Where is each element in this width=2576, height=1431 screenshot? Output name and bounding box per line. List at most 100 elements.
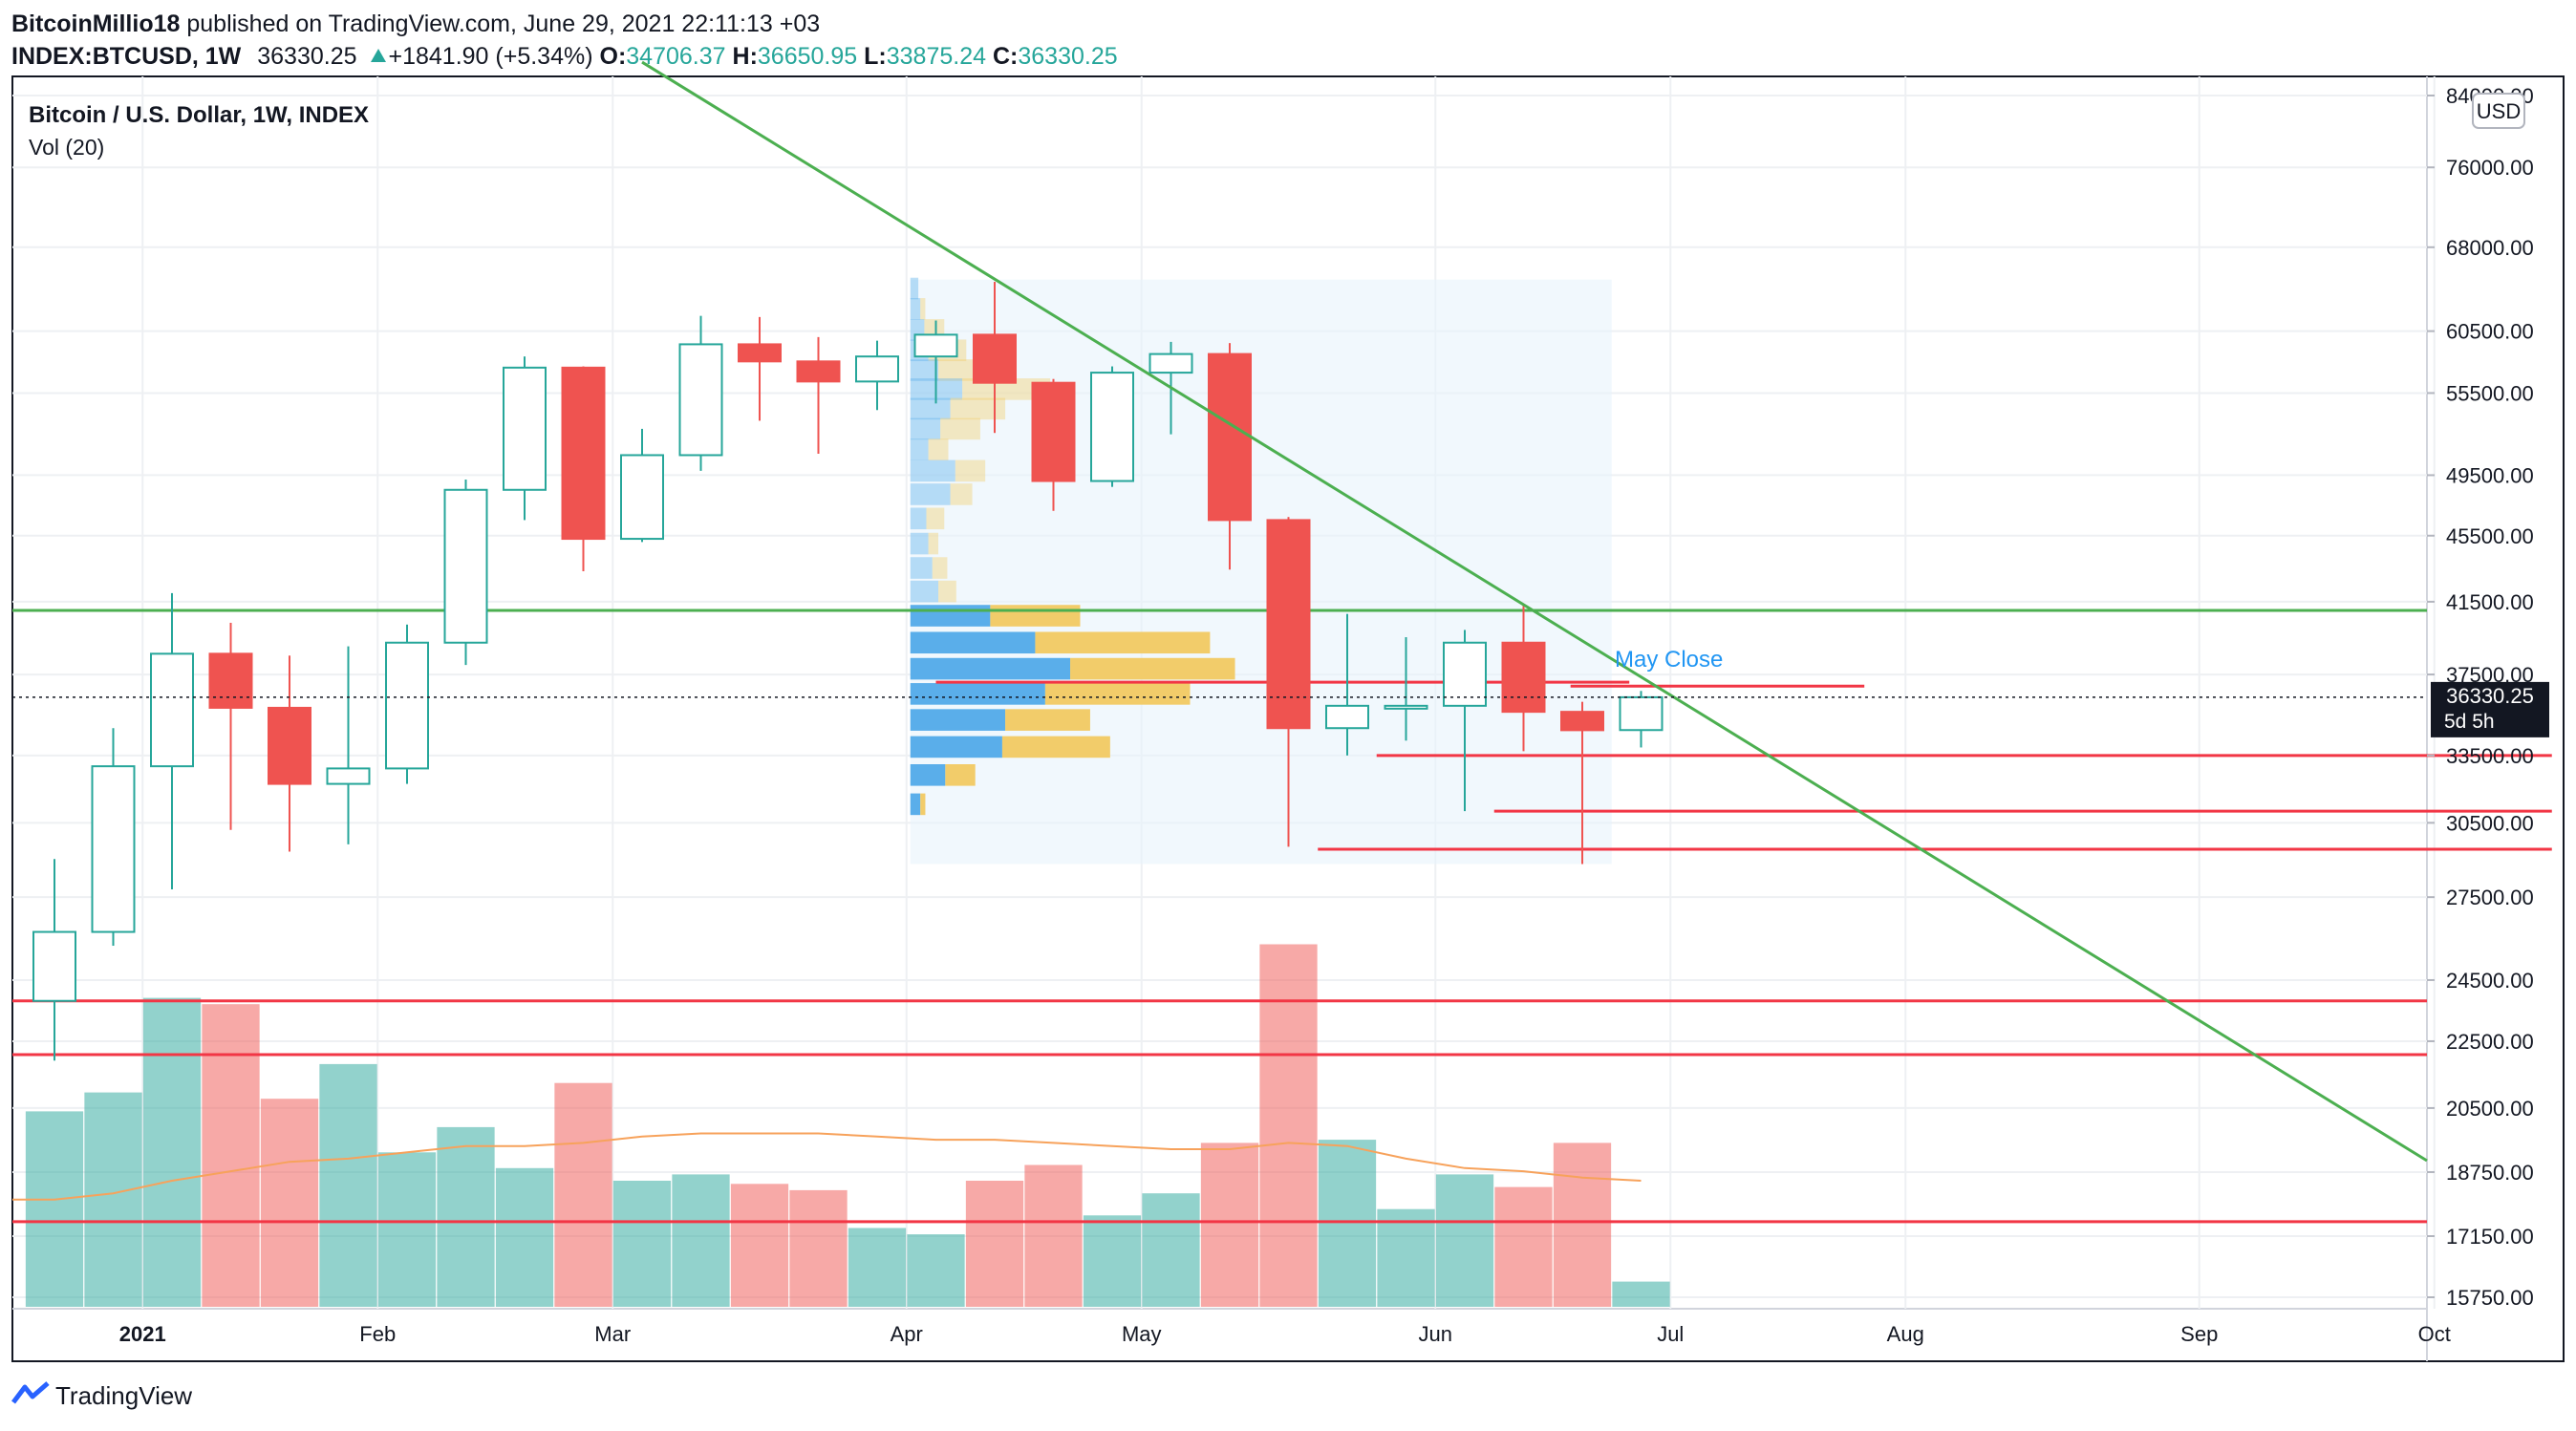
volume-bar-up xyxy=(1612,1281,1670,1307)
chart-frame xyxy=(11,75,2565,1362)
time-tick-label: Jul xyxy=(1657,1322,1684,1346)
volume-bar-down xyxy=(789,1189,848,1307)
volume-bar-down xyxy=(202,1004,260,1307)
volume-bar-down xyxy=(260,1099,319,1307)
candle-body-up xyxy=(503,366,547,491)
vp-down-volume xyxy=(920,298,926,320)
candle-body-up xyxy=(326,767,371,785)
volume-moving-average xyxy=(12,1132,1642,1201)
trend-up-icon xyxy=(369,43,388,70)
volume-bar-up xyxy=(25,1111,84,1307)
price-tick-label: 22500.00 xyxy=(2446,1030,2534,1054)
open-value: 34706.37 xyxy=(626,43,726,70)
price-tick-label: 76000.00 xyxy=(2446,156,2534,180)
candle-body-down xyxy=(1501,641,1546,714)
candle-body-up xyxy=(385,641,429,770)
publish-line: BitcoinMillio18 published on TradingView… xyxy=(11,8,820,40)
vp-up-volume xyxy=(910,417,941,440)
candle-body-down xyxy=(1208,352,1252,522)
price-tick-label: 30500.00 xyxy=(2446,811,2534,835)
candle-body-up xyxy=(1325,704,1369,730)
high-label: H: xyxy=(732,43,758,70)
vp-up-volume xyxy=(910,657,1071,680)
low-label: L: xyxy=(864,43,887,70)
ohlc-line: INDEX:BTCUSD, 1W 36330.25 +1841.90 (+5.3… xyxy=(11,40,1118,73)
currency-label: USD xyxy=(2477,99,2521,123)
vp-up-volume xyxy=(910,793,921,816)
symbol-label[interactable]: INDEX:BTCUSD, 1W xyxy=(11,43,242,70)
close-label: C: xyxy=(992,43,1019,70)
price-change: +1841.90 (+5.34%) xyxy=(388,43,593,70)
price-tick-label: 60500.00 xyxy=(2446,320,2534,344)
vp-up-volume xyxy=(910,605,991,627)
time-axis[interactable]: 2021 Feb Mar Apr May Jun Jul Aug Sep Oct xyxy=(119,1322,2451,1346)
volume-bar-up xyxy=(1083,1215,1142,1307)
candle-body-down xyxy=(1560,711,1604,732)
candle-body-up xyxy=(620,454,664,541)
candle-body-down xyxy=(561,366,606,541)
candles xyxy=(32,282,1664,1061)
tradingview-logo-icon[interactable] xyxy=(11,1381,50,1414)
candle-body-up xyxy=(678,343,723,457)
vp-down-volume xyxy=(928,532,939,555)
vp-up-volume xyxy=(910,507,927,530)
volume-bar-down xyxy=(1200,1143,1259,1307)
candle-body-up xyxy=(1619,695,1664,732)
candle-body-down xyxy=(208,652,253,709)
volume-bar-down xyxy=(1494,1186,1553,1307)
volume-profile-area xyxy=(910,279,1612,865)
vp-up-volume xyxy=(910,438,929,460)
price-tick-label: 18750.00 xyxy=(2446,1161,2534,1185)
vp-down-volume xyxy=(950,397,1006,420)
time-tick-label: Jun xyxy=(1419,1322,1452,1346)
candle-body-up xyxy=(913,333,958,358)
candle-body-up xyxy=(1090,372,1134,482)
trendline[interactable] xyxy=(641,60,2428,1163)
price-tick-label: 20500.00 xyxy=(2446,1097,2534,1121)
volume-bar-up xyxy=(1435,1174,1494,1307)
candle-body-down xyxy=(738,343,782,363)
time-tick-label: May xyxy=(1122,1322,1162,1346)
vp-up-volume xyxy=(910,298,921,320)
price-tick-label: 24500.00 xyxy=(2446,969,2534,993)
vp-down-volume xyxy=(926,507,945,530)
currency-badge[interactable]: USD xyxy=(2472,93,2525,129)
vp-down-volume xyxy=(955,459,986,482)
candle-body-up xyxy=(1148,352,1193,374)
author-name[interactable]: BitcoinMillio18 xyxy=(11,11,181,37)
vp-up-volume xyxy=(910,736,1002,758)
vp-up-volume xyxy=(910,764,946,786)
countdown-label: 5d 5h xyxy=(2444,711,2495,733)
volume-bar-up xyxy=(495,1167,554,1307)
volume-bar-up xyxy=(1318,1140,1377,1307)
vp-up-volume xyxy=(910,459,955,482)
candle-body-down xyxy=(1031,381,1076,482)
vp-down-volume xyxy=(945,764,976,786)
candle-body-down xyxy=(796,360,841,383)
volume-indicator-label[interactable]: Vol (20) xyxy=(29,135,104,160)
vp-down-volume xyxy=(920,793,926,816)
vp-down-volume xyxy=(962,378,1051,400)
price-tick-label: 17150.00 xyxy=(2446,1225,2534,1249)
footer-brand[interactable]: TradingView xyxy=(55,1381,193,1410)
volume-bar-up xyxy=(377,1152,437,1307)
vp-up-volume xyxy=(910,709,1006,731)
chart-header: BitcoinMillio18 published on TradingView… xyxy=(11,8,2553,75)
vp-down-volume xyxy=(1044,683,1191,705)
candle-body-up xyxy=(32,930,76,1002)
vp-up-volume xyxy=(910,532,929,555)
volume-bar-down xyxy=(554,1082,612,1307)
vp-down-volume xyxy=(1005,709,1090,731)
time-tick-label: Feb xyxy=(359,1322,396,1346)
candle-body-up xyxy=(855,355,899,383)
candle-body-up xyxy=(91,765,136,933)
may-close-annotation[interactable]: May Close xyxy=(1615,647,1723,673)
price-tick-label: 45500.00 xyxy=(2446,524,2534,548)
candle-body-down xyxy=(1266,519,1311,730)
vp-up-volume xyxy=(910,359,939,381)
trendline-line[interactable] xyxy=(641,60,2428,1163)
volume-bar-up xyxy=(907,1234,965,1307)
vp-down-volume xyxy=(1070,657,1235,680)
low-value: 33875.24 xyxy=(886,43,987,70)
